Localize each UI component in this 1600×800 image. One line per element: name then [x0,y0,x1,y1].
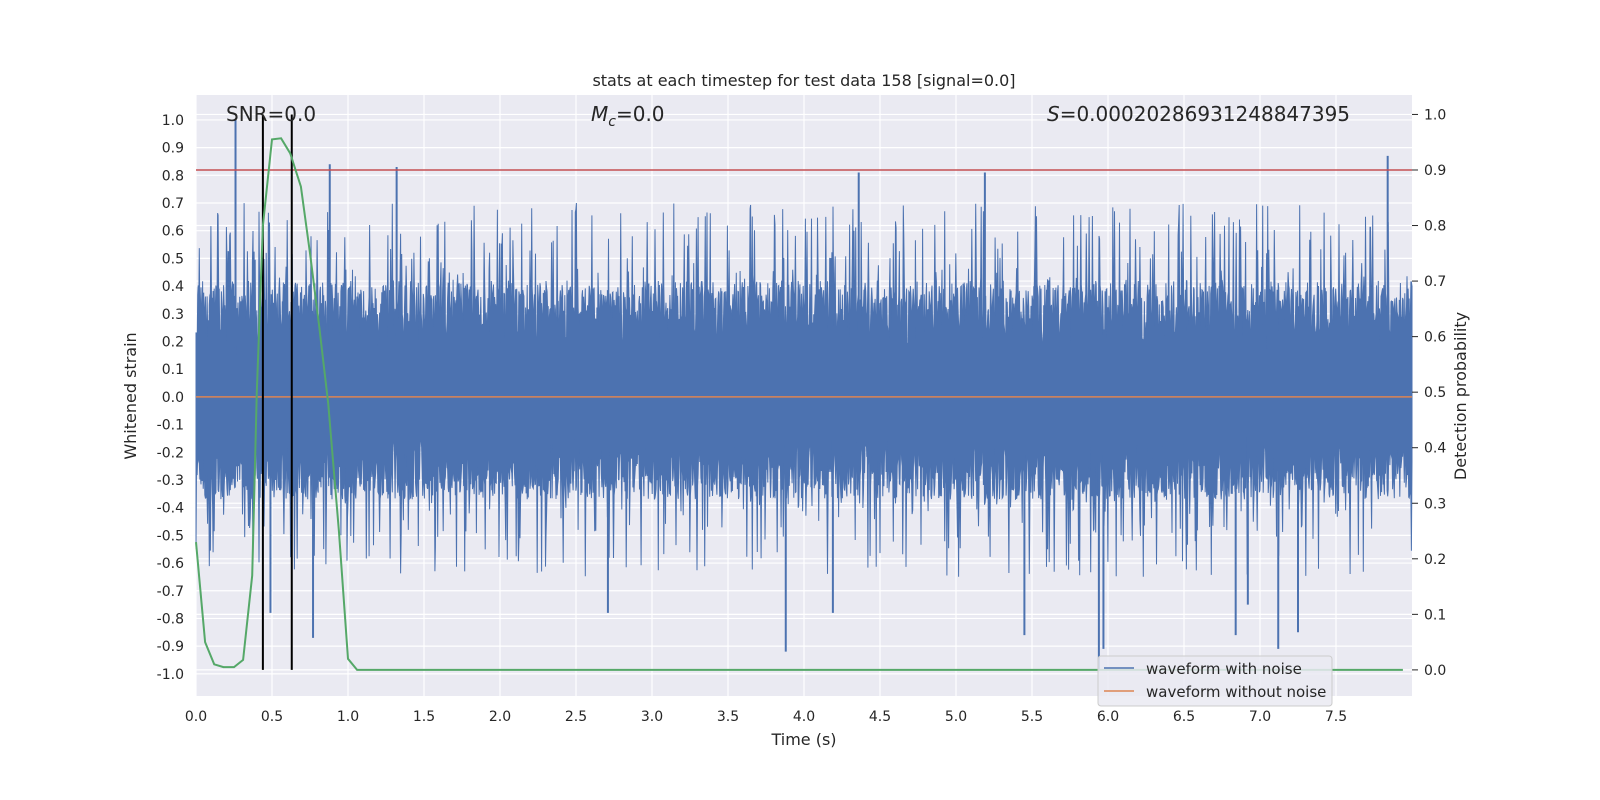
score-annotation: S=0.00020286931248847395 [1047,102,1350,126]
x-tick-label: 2.0 [489,709,511,725]
left-axis-label: Whitened strain [121,332,140,459]
x-axis-ticks: 0.0 0.5 1.0 1.5 2.0 2.5 3.0 3.5 4.0 4.5 5.0 5.5 6.0 6… [185,709,1347,725]
legend-label-noise: waveform with noise [1146,660,1302,678]
x-axis-label: Time (s) [770,730,836,749]
left-y-tick-label: -0.9 [157,639,184,655]
left-y-tick-label: -0.7 [157,584,184,600]
left-axis-ticks: -1.0 -0.9 -0.8 -0.7 -0.6 -0.5 -0.4 -0.3 -0.2 -0.1… [157,113,184,683]
x-tick-label: 0.0 [185,709,207,725]
x-tick-label: 1.0 [337,709,359,725]
x-tick-label: 3.5 [717,709,739,725]
left-y-tick-label: 0.0 [162,390,184,406]
x-tick-label: 2.5 [565,709,587,725]
score-symbol: S [1047,102,1060,126]
right-y-tick-label: 0.9 [1424,163,1446,179]
legend-box [1097,655,1333,707]
left-y-tick-label: 0.8 [162,168,184,184]
left-y-tick-label: 0.4 [162,279,184,295]
right-axis-ticks: 0.0 0.1 0.2 0.3 0.4 0.5 0.6 0.7 0.8 0.9 1.0 [1412,107,1446,679]
chart-title: stats at each timestep for test data 158… [592,71,1015,90]
x-tick-label: 3.0 [641,709,663,725]
left-y-tick-label: -0.8 [157,611,184,627]
legend: waveform with noise waveform without noi… [1097,655,1333,707]
left-y-tick-label: 0.1 [162,362,184,378]
left-y-tick-label: -0.5 [157,528,184,544]
right-y-tick-label: 0.3 [1424,496,1446,512]
x-tick-label: 6.0 [1097,709,1119,725]
chirp-mass-subscript: c [608,114,616,130]
left-y-tick-label: 1.0 [162,113,184,129]
x-tick-label: 1.5 [413,709,435,725]
chirp-mass-symbol: M [591,102,608,126]
score-value: =0.00020286931248847395 [1060,102,1350,126]
right-y-tick-label: 0.1 [1424,607,1446,623]
x-tick-label: 5.5 [1021,709,1043,725]
left-y-tick-label: -0.2 [157,445,184,461]
snr-annotation: SNR=0.0 [226,102,316,126]
x-tick-label: 5.0 [945,709,967,725]
x-tick-label: 7.0 [1249,709,1271,725]
x-tick-label: 4.0 [793,709,815,725]
right-axis-label: Detection probability [1451,312,1470,480]
left-y-tick-label: 0.7 [162,196,184,212]
left-y-tick-label: -0.6 [157,556,184,572]
right-y-tick-label: 0.5 [1424,385,1446,401]
chirp-mass-value: =0.0 [616,102,665,126]
left-y-tick-label: 0.6 [162,224,184,240]
left-y-tick-label: -0.4 [157,501,184,517]
x-tick-label: 4.5 [869,709,891,725]
detection-probability-line [195,137,1403,671]
x-tick-label: 0.5 [261,709,283,725]
left-y-tick-label: -1.0 [157,667,184,683]
right-y-tick-label: 0.8 [1424,219,1446,235]
x-tick-label: 7.5 [1325,709,1347,725]
noise-waveform-series [195,119,1413,672]
noise-envelope [195,202,1413,577]
right-y-tick-label: 0.2 [1424,552,1446,568]
left-y-tick-label: 0.9 [162,141,184,157]
legend-label-clean: waveform without noise [1146,683,1326,701]
left-y-tick-label: 0.3 [162,307,184,323]
right-y-tick-label: 0.4 [1424,441,1446,457]
line-series [195,114,1412,671]
left-y-tick-label: -0.3 [157,473,184,489]
left-y-tick-label: -0.1 [157,418,184,434]
chirp-mass-annotation: Mc=0.0 [591,102,665,130]
right-y-tick-label: 0.6 [1424,330,1446,346]
right-y-tick-label: 0.7 [1424,274,1446,290]
right-y-tick-label: 0.0 [1424,663,1446,679]
right-y-tick-label: 1.0 [1424,107,1446,123]
x-tick-label: 6.5 [1173,709,1195,725]
left-y-tick-label: 0.2 [162,334,184,350]
left-y-tick-label: 0.5 [162,251,184,267]
